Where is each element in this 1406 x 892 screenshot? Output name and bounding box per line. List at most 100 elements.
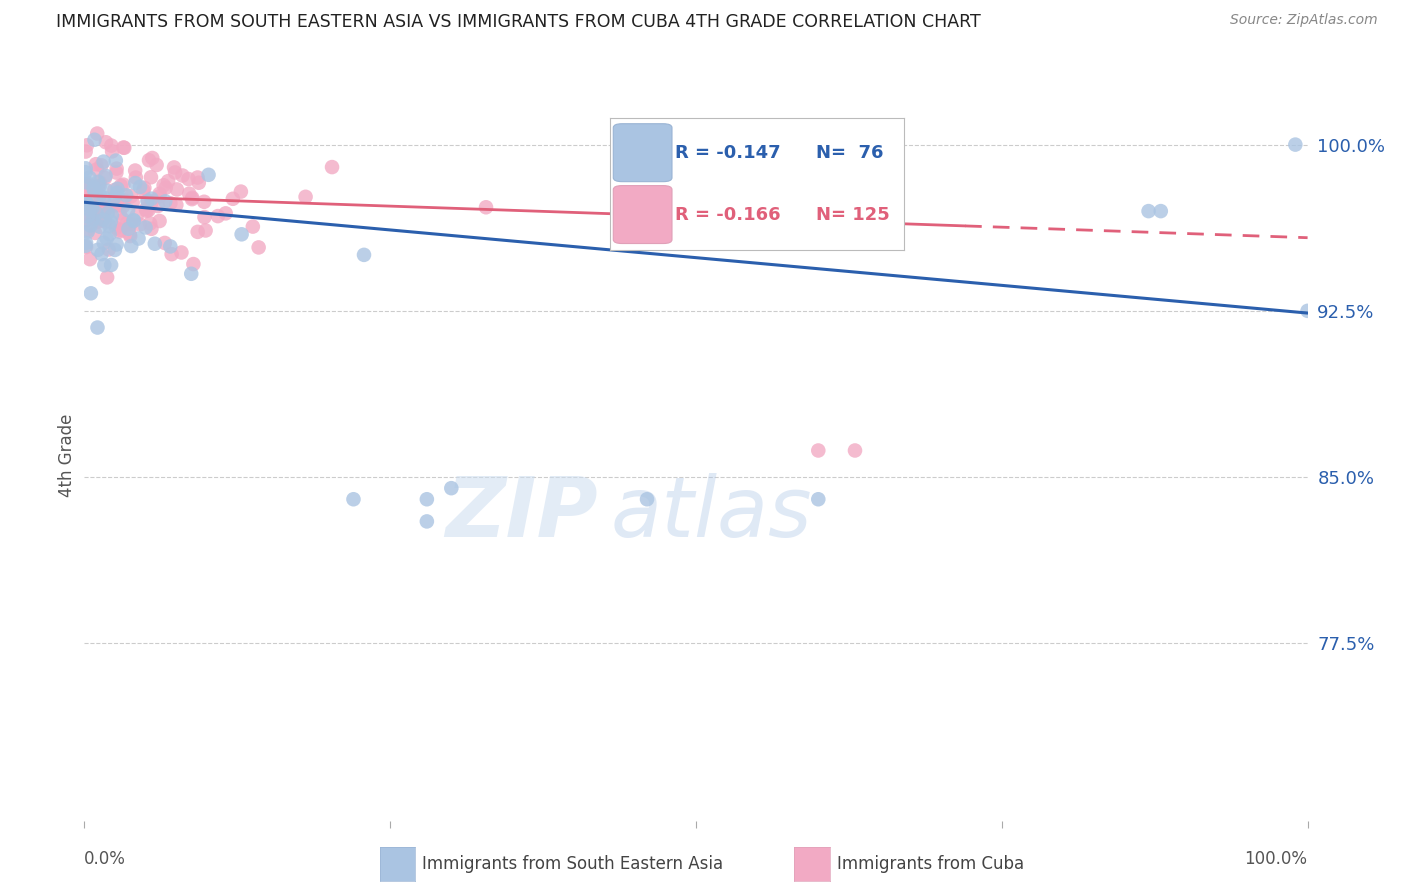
Point (1296, 303, 1319, 318)
Point (73, 207, 96, 221)
Text: N=  76: N= 76 (815, 144, 883, 161)
Point (141, 222, 163, 236)
Text: R = -0.147: R = -0.147 (675, 144, 780, 161)
Point (86, 190, 108, 204)
Point (145, 158, 167, 172)
Point (181, 191, 204, 205)
Point (105, 165, 128, 179)
Point (118, 227, 141, 241)
Point (96, 184, 118, 198)
Point (1284, 137, 1306, 152)
Point (75, 235, 97, 250)
Point (159, 196, 181, 211)
Point (100, 214, 122, 228)
Point (294, 190, 316, 204)
Point (148, 189, 170, 203)
Point (187, 170, 209, 185)
Point (135, 203, 157, 218)
Point (172, 169, 194, 183)
Point (108, 225, 131, 239)
Point (159, 239, 181, 253)
Point (242, 219, 264, 234)
Point (136, 193, 159, 207)
Point (103, 191, 125, 205)
Point (75, 175, 97, 189)
FancyBboxPatch shape (613, 124, 672, 182)
Point (97, 243, 120, 257)
Point (75, 145, 97, 159)
Point (80, 182, 103, 196)
Point (89, 219, 111, 234)
Point (416, 492, 439, 507)
Point (86, 206, 108, 220)
Text: IMMIGRANTS FROM SOUTH EASTERN ASIA VS IMMIGRANTS FROM CUBA 4TH GRADE CORRELATION: IMMIGRANTS FROM SOUTH EASTERN ASIA VS IM… (56, 13, 981, 31)
Point (84, 157, 107, 171)
Point (165, 198, 187, 212)
Point (108, 206, 131, 220)
Point (84, 201, 107, 215)
Point (83, 195, 105, 210)
Point (105, 161, 128, 176)
Point (73, 185, 96, 199)
Point (152, 178, 174, 193)
Point (139, 216, 162, 230)
Point (807, 443, 830, 458)
Point (120, 229, 142, 244)
Point (97, 206, 120, 220)
Point (183, 257, 205, 271)
Point (87, 243, 110, 257)
Point (229, 185, 252, 199)
Point (416, 515, 439, 529)
Point (82, 212, 104, 227)
Point (82, 201, 104, 215)
Point (155, 180, 177, 194)
Point (89, 213, 111, 227)
Point (75, 187, 97, 202)
Point (115, 188, 138, 202)
Point (83, 183, 105, 197)
Point (157, 174, 180, 188)
Point (247, 240, 270, 254)
Point (86, 206, 108, 220)
Point (84, 184, 107, 198)
Point (187, 225, 209, 239)
Point (83, 192, 105, 206)
Point (83, 183, 105, 197)
Point (90, 197, 112, 211)
Point (76, 225, 98, 239)
Point (73, 192, 96, 206)
Point (143, 236, 166, 251)
Point (125, 208, 148, 222)
Point (107, 182, 129, 196)
Point (128, 218, 150, 232)
Point (807, 492, 830, 507)
Point (100, 138, 122, 153)
Point (98, 227, 121, 241)
Point (79, 170, 101, 185)
Point (77, 210, 100, 224)
Point (94, 171, 117, 186)
Point (86, 320, 108, 334)
Y-axis label: 4th Grade: 4th Grade (58, 413, 76, 497)
Point (86, 127, 108, 141)
Point (87, 214, 110, 228)
Point (83, 184, 105, 198)
Point (104, 194, 127, 208)
Point (134, 181, 156, 195)
Point (84, 226, 107, 240)
Point (77, 199, 100, 213)
Point (104, 153, 127, 168)
Point (128, 231, 150, 245)
Point (103, 183, 125, 197)
Point (79, 186, 101, 201)
Point (90, 158, 112, 172)
Point (138, 203, 160, 218)
Text: 100.0%: 100.0% (1244, 850, 1308, 868)
Text: ZIP: ZIP (446, 473, 598, 554)
Point (93, 200, 115, 214)
Point (89, 189, 111, 203)
Point (342, 492, 364, 507)
Point (139, 170, 162, 185)
Point (120, 217, 142, 231)
Point (79, 252, 101, 267)
